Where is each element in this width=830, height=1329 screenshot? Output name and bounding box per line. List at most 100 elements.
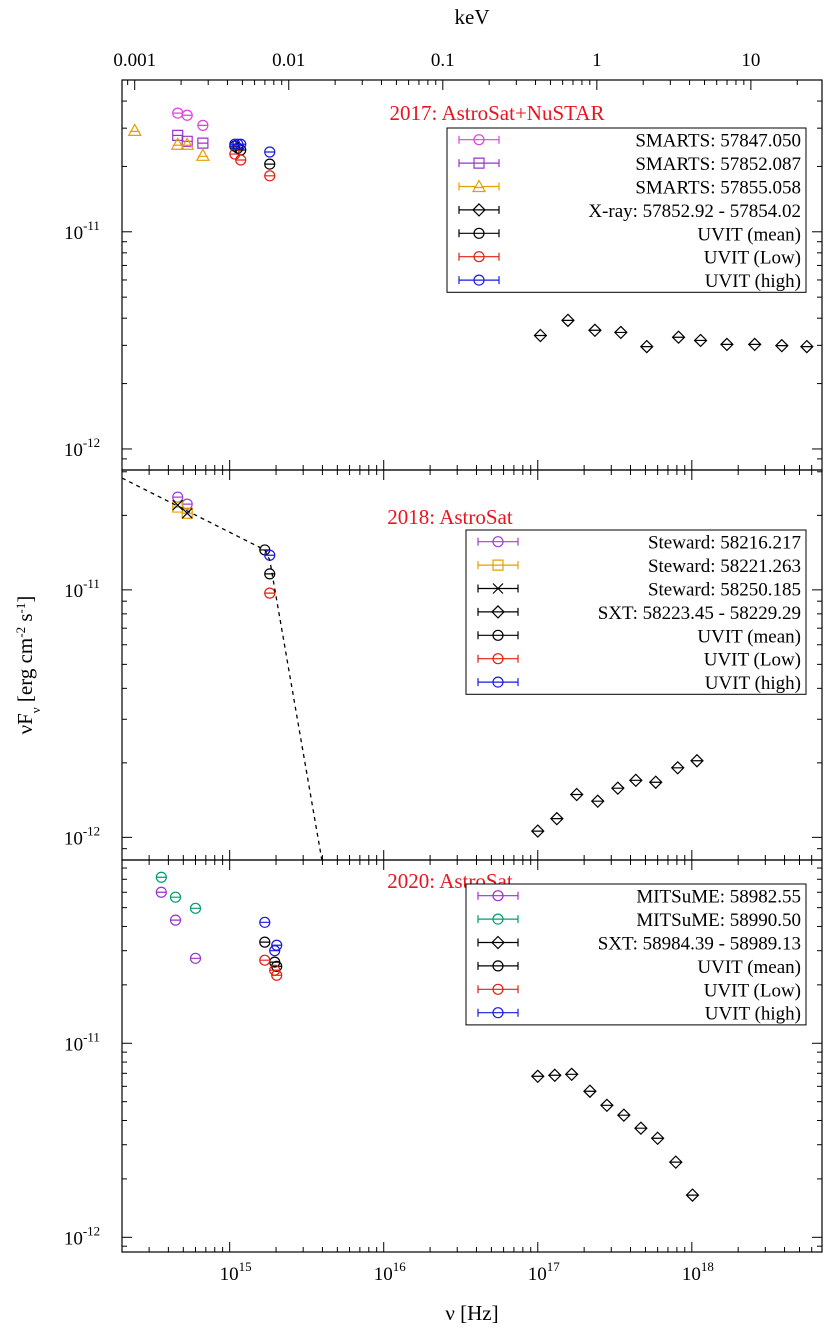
legend-label: SMARTS: 57852.087 (635, 154, 801, 175)
data-point (169, 914, 182, 926)
legend-label: UVIT (high) (705, 1004, 801, 1025)
data-point (235, 138, 247, 150)
model-line (121, 477, 323, 860)
data-point (530, 1069, 545, 1084)
data-point (155, 871, 167, 883)
y-tick-label-base: 10 (64, 223, 83, 244)
data-point (590, 794, 605, 809)
legend-label: UVIT (mean) (697, 224, 801, 245)
data-point (269, 945, 281, 957)
y-axis-label-part: -2 (13, 627, 28, 638)
x-tick-label-exp: 18 (701, 1259, 714, 1274)
legend-label: UVIT (Low) (704, 650, 801, 671)
legend-marker (471, 179, 487, 193)
y-axis-label-part: νF (13, 713, 37, 734)
y-tick-label: 10-11 (64, 576, 100, 602)
plot-frame (121, 859, 823, 1253)
x2-tick-label: 0.1 (431, 50, 455, 71)
legend-marker (492, 536, 504, 548)
legend-label: Steward: 58250.185 (648, 580, 801, 601)
data-point (264, 568, 276, 580)
x-tick-label-exp: 16 (393, 1259, 407, 1274)
legend-label: SXT: 58223.45 - 58229.29 (598, 603, 801, 624)
y-tick-label-exp: -12 (83, 823, 100, 838)
data-point (799, 339, 814, 354)
data-point (569, 787, 584, 802)
x-tick-label-base: 10 (220, 1264, 239, 1285)
legend-label: UVIT (mean) (697, 626, 801, 647)
data-point (583, 1084, 597, 1099)
data-point (170, 136, 185, 150)
data-point (685, 1188, 700, 1202)
data-point (720, 337, 734, 352)
data-point (600, 1098, 614, 1113)
legend-marker (492, 913, 504, 925)
legend-box (446, 127, 807, 293)
legend-marker (473, 251, 485, 263)
y-axis-label: νFν [erg cm-2 s-1] (13, 596, 43, 735)
data-point (264, 587, 276, 599)
x2-tick-label: 0.001 (113, 50, 156, 71)
y-axis-label-part: [erg cm (13, 638, 37, 708)
data-point (264, 549, 276, 561)
legend-marker (473, 274, 485, 286)
data-point (530, 824, 545, 838)
legend-label: MITSuME: 58982.55 (636, 887, 801, 908)
data-point (189, 952, 202, 964)
y-tick-label-exp: -12 (83, 1223, 100, 1238)
y-axis-label-part: ν (28, 707, 43, 713)
data-point (670, 760, 685, 775)
y-tick-label: 10-12 (64, 435, 100, 461)
legend-marker (492, 1007, 504, 1019)
legend-label: SXT: 58984.39 - 58989.13 (598, 934, 801, 955)
legend-marker (473, 134, 485, 146)
data-point (616, 1108, 631, 1123)
data-point (264, 146, 276, 158)
y-tick-label-base: 10 (64, 1034, 83, 1055)
data-point (235, 154, 247, 166)
x-tick-label-base: 10 (528, 1264, 547, 1285)
legend-marker (473, 157, 485, 169)
y-tick-label-base: 10 (64, 1228, 83, 1249)
y-tick-label: 10-11 (64, 218, 100, 244)
x2-tick-label: 1 (592, 50, 602, 71)
legend-marker (492, 960, 504, 972)
legend-label: UVIT (high) (705, 673, 801, 694)
x-tick-label-exp: 17 (547, 1259, 561, 1274)
data-point (197, 137, 209, 149)
legend-label: UVIT (high) (705, 271, 801, 292)
data-point (264, 170, 276, 182)
data-point (155, 886, 167, 898)
data-point (169, 891, 182, 903)
legend-marker (472, 203, 486, 217)
x-tick-label-base: 10 (374, 1264, 393, 1285)
data-point (172, 107, 184, 119)
data-point (181, 507, 193, 519)
legend-marker (491, 605, 505, 619)
x2-tick-label: 10 (741, 50, 760, 71)
data-point (561, 313, 575, 328)
legend-marker (473, 227, 485, 239)
x-tick-label: 1017 (528, 1259, 561, 1285)
y-tick-label: 10-12 (64, 823, 100, 849)
legend-label: Steward: 58216.217 (648, 533, 801, 554)
data-point (271, 969, 283, 981)
legend-marker (492, 629, 504, 641)
data-point (564, 1067, 579, 1082)
data-point (197, 119, 209, 131)
y-tick-label: 10-12 (64, 1223, 100, 1249)
data-point (693, 333, 708, 348)
legend-label: SMARTS: 57847.050 (635, 131, 801, 152)
y-tick-label-exp: -11 (83, 1029, 100, 1044)
data-point (259, 916, 271, 928)
data-point (650, 1131, 665, 1146)
legend-box (465, 529, 807, 695)
legend-label: X-ray: 57852.92 - 57854.02 (588, 201, 801, 222)
data-point (547, 1068, 562, 1083)
legend-label: SMARTS: 57855.058 (635, 178, 801, 199)
data-point (259, 936, 271, 948)
y-tick-label-base: 10 (64, 440, 83, 461)
data-point (747, 337, 762, 352)
data-point (668, 1155, 683, 1169)
legend-marker (491, 935, 505, 950)
